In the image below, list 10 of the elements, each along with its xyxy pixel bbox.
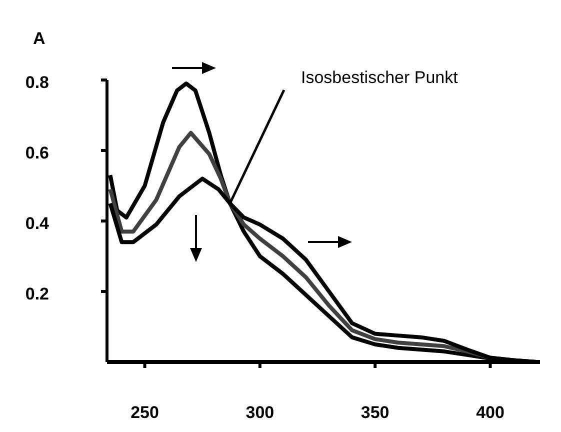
y-tick-label: 0.8 <box>25 73 49 92</box>
x-tick-label: 300 <box>246 403 274 422</box>
x-tick-label: 350 <box>360 403 390 422</box>
annotation: Isosbestischer Punkt <box>301 68 458 87</box>
y-tick-label: 0.4 <box>25 214 50 233</box>
y-axis-title: A <box>33 29 46 48</box>
y-tick-label: 0.2 <box>25 284 49 304</box>
x-tick-label: 250 <box>130 403 159 422</box>
y-tick-label: 0.6 <box>25 144 49 162</box>
x-tick-label: 400 <box>476 403 504 422</box>
